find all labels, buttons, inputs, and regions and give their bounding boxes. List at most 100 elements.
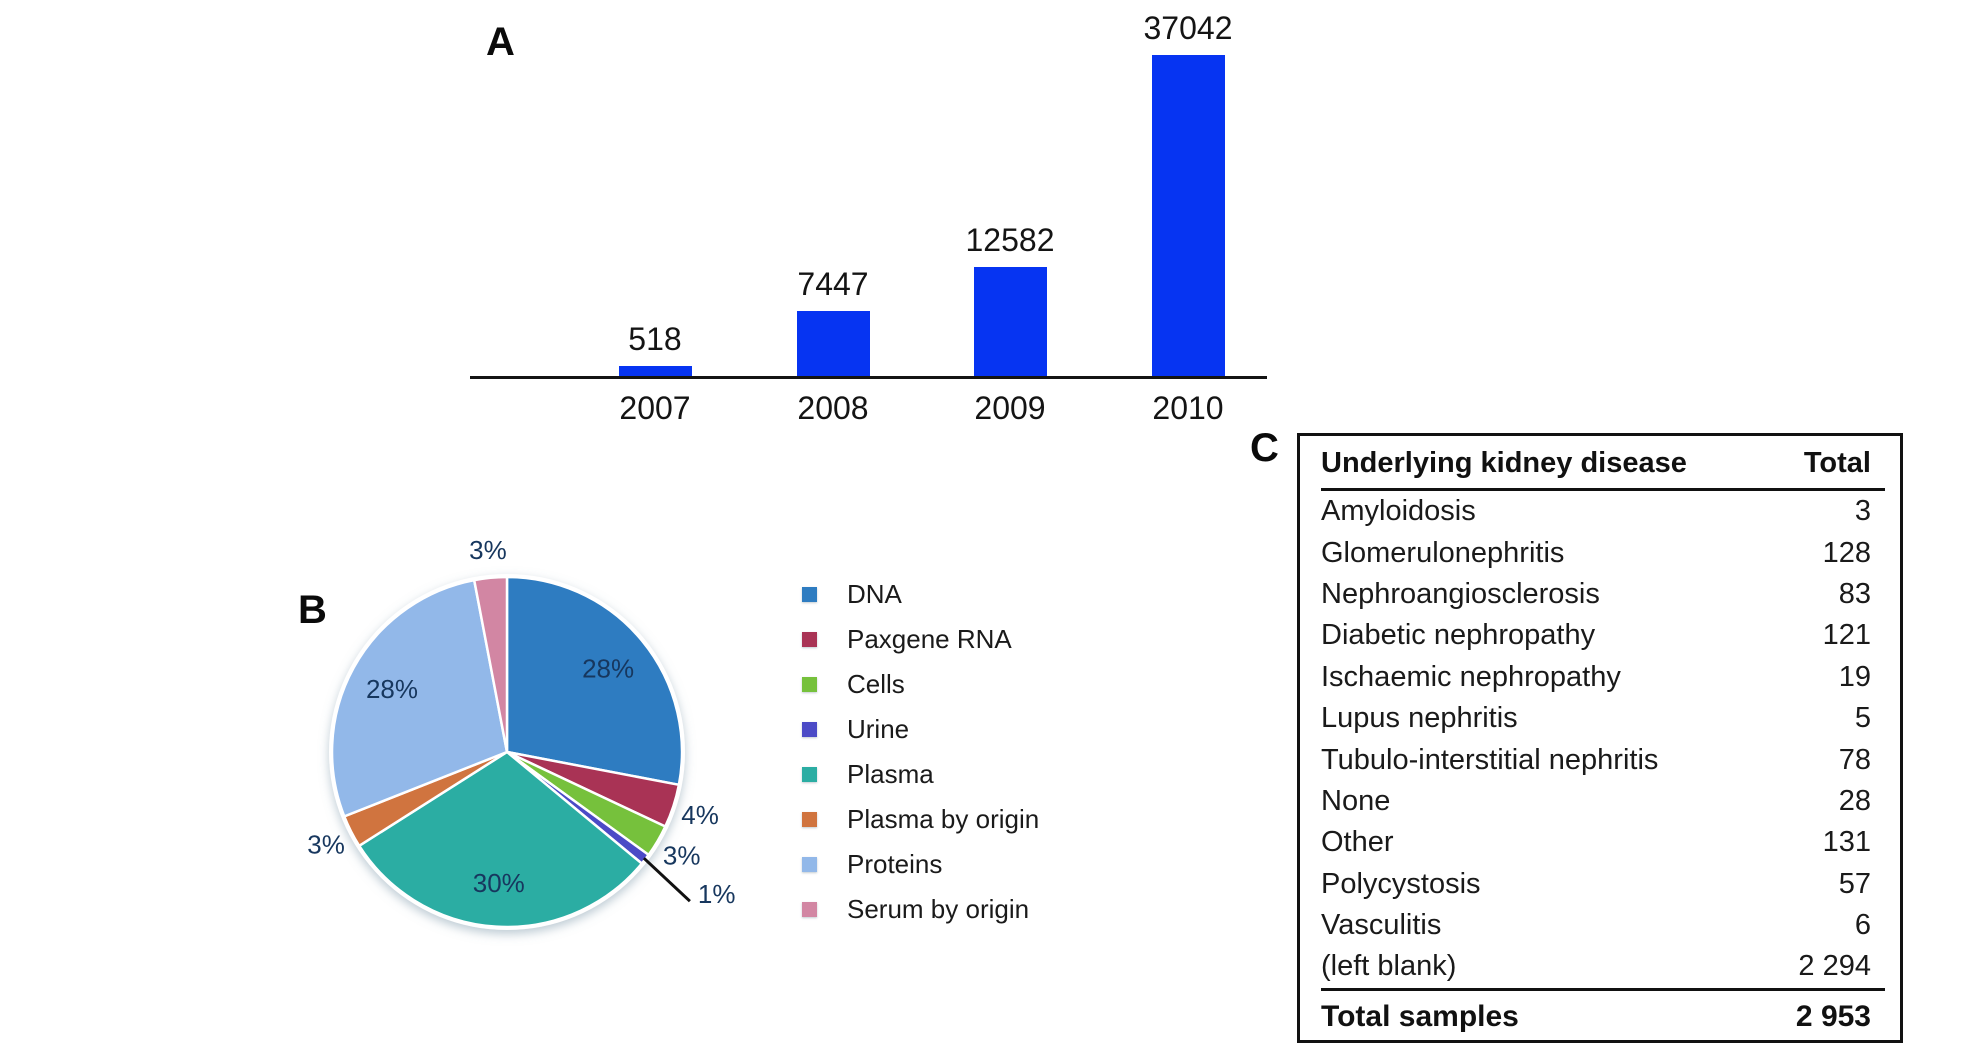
table-cell-total: 128: [1822, 536, 1871, 569]
legend-label: Urine: [847, 714, 910, 744]
legend-item-plasma-by-origin: Plasma by origin: [802, 797, 1039, 842]
table-row: Other 131: [1321, 822, 1885, 863]
x-axis-tick-label: 2008: [797, 390, 869, 426]
panel-a-label: A: [486, 20, 515, 64]
table-row: Vasculitis 6: [1321, 905, 1885, 946]
pie-legend: DNA Paxgene RNA Cells Urine Plasma Plasma by …: [802, 572, 1039, 932]
pie-chart-sample-types: 28% 4% 3% 1% 30% 3% 28% 3%: [307, 535, 736, 930]
table-cell-disease: Nephroangiosclerosis: [1321, 577, 1600, 610]
bar-value-label: 12582: [965, 222, 1055, 259]
table-cell-total: 83: [1838, 577, 1871, 610]
table-header-rule: [1321, 488, 1885, 491]
table-cell-total: 121: [1822, 619, 1871, 652]
legend-swatch: [802, 587, 817, 602]
pie-slice-serum-by-origin: [472, 575, 509, 754]
bar-value-label: 37042: [1143, 10, 1233, 47]
pie-percent-label: 1%: [698, 879, 736, 909]
pie-percent-label: 3%: [307, 829, 345, 859]
table-cell-total: 131: [1822, 826, 1871, 859]
table-row: Glomerulonephritis 128: [1321, 532, 1885, 573]
table-row: Polycystosis 57: [1321, 864, 1885, 905]
legend-item-proteins: Proteins: [802, 842, 1039, 887]
pie-percent-label: 30%: [473, 868, 525, 898]
table-header-total: Total: [1803, 447, 1871, 479]
table-cell-total: 5: [1854, 702, 1871, 735]
table-cell-total: 78: [1838, 743, 1871, 776]
table-row: Tubulo-interstitial nephritis 78: [1321, 739, 1885, 780]
pie-leader-line: [642, 857, 691, 903]
legend-item-serum-by-origin: Serum by origin: [802, 887, 1039, 932]
pie-percent-label: 4%: [681, 800, 719, 830]
table-cell-total: 2 294: [1798, 950, 1871, 983]
legend-label: Serum by origin: [847, 894, 1030, 924]
table-cell-disease: Lupus nephritis: [1321, 702, 1518, 735]
table-cell-total: 57: [1838, 867, 1871, 900]
table-cell-total: 19: [1838, 660, 1871, 693]
pie-slice-proteins: [330, 578, 509, 818]
table-cell-disease: Polycystosis: [1321, 867, 1481, 900]
bar-chart-samples-by-year: 518 2007 7447 2008 12582 2009 37042 2010: [470, 5, 1267, 426]
panel-b-label: B: [298, 588, 327, 632]
legend-item-cells: Cells: [802, 662, 1039, 707]
bar-2009: [974, 267, 1047, 376]
table-row: Amyloidosis 3: [1321, 491, 1885, 532]
legend-label: Plasma by origin: [847, 804, 1040, 834]
legend-label: Cells: [847, 669, 905, 699]
table-cell-disease: Tubulo-interstitial nephritis: [1321, 743, 1659, 776]
bar-2008: [797, 311, 870, 376]
legend-swatch: [802, 767, 817, 782]
legend-swatch: [802, 632, 817, 647]
pie-percent-label: 3%: [663, 840, 701, 870]
legend-swatch: [802, 857, 817, 872]
panel-c-label: C: [1250, 426, 1279, 470]
table-cell-total: 3: [1854, 495, 1871, 528]
table-cell-disease: None: [1321, 784, 1391, 817]
table-cell-disease: Glomerulonephritis: [1321, 536, 1565, 569]
legend-item-dna: DNA: [802, 572, 1039, 617]
bar-2007: [619, 366, 692, 376]
x-axis-tick-label: 2010: [1152, 390, 1224, 426]
table-header-disease: Underlying kidney disease: [1321, 447, 1687, 479]
table-cell-disease: Vasculitis: [1321, 909, 1442, 942]
table-cell-disease: Amyloidosis: [1321, 495, 1476, 528]
table-row: None 28: [1321, 781, 1885, 822]
x-axis-tick-label: 2007: [619, 390, 691, 426]
x-axis-tick-label: 2009: [974, 390, 1046, 426]
table-row: (left blank) 2 294: [1321, 946, 1885, 987]
table-row: Diabetic nephropathy 121: [1321, 615, 1885, 656]
table-cell-total: 6: [1854, 909, 1871, 942]
pie-percent-label: 28%: [582, 653, 634, 683]
legend-label: Paxgene RNA: [847, 624, 1012, 654]
bar-value-label: 7447: [797, 266, 869, 303]
table-body: Amyloidosis 3 Glomerulonephritis 128 Nephroa…: [1321, 491, 1885, 988]
legend-swatch: [802, 812, 817, 827]
table-header-row: Underlying kidney disease Total: [1321, 436, 1885, 488]
table-footer-value: 2 953: [1795, 1000, 1871, 1033]
legend-item-urine: Urine: [802, 707, 1039, 752]
legend-label: Plasma: [847, 759, 934, 789]
legend-swatch: [802, 677, 817, 692]
legend-item-plasma: Plasma: [802, 752, 1039, 797]
table-footer-row: Total samples 2 953: [1321, 991, 1885, 1043]
pie-slice-dna: [505, 575, 684, 787]
table-cell-disease: Other: [1321, 826, 1394, 859]
bar-2010: [1152, 55, 1225, 376]
legend-swatch: [802, 902, 817, 917]
pie-slice-plasma: [357, 750, 644, 929]
table-cell-disease: Diabetic nephropathy: [1321, 619, 1596, 652]
kidney-disease-table: Underlying kidney disease Total Amyloido…: [1297, 433, 1903, 1043]
table-cell-disease: Ischaemic nephropathy: [1321, 660, 1621, 693]
pie-percent-label: 28%: [366, 674, 418, 704]
table-footer-label: Total samples: [1321, 1000, 1519, 1033]
legend-label: Proteins: [847, 849, 943, 879]
pie-percent-label: 3%: [469, 535, 507, 565]
table-row: Ischaemic nephropathy 19: [1321, 657, 1885, 698]
table-row: Lupus nephritis 5: [1321, 698, 1885, 739]
bar-value-label: 518: [628, 321, 682, 358]
legend-item-paxgene-rna: Paxgene RNA: [802, 617, 1039, 662]
table-footer-rule: [1321, 988, 1885, 991]
table-row: Nephroangiosclerosis 83: [1321, 574, 1885, 615]
table-cell-disease: (left blank): [1321, 950, 1457, 983]
table-cell-total: 28: [1838, 784, 1871, 817]
